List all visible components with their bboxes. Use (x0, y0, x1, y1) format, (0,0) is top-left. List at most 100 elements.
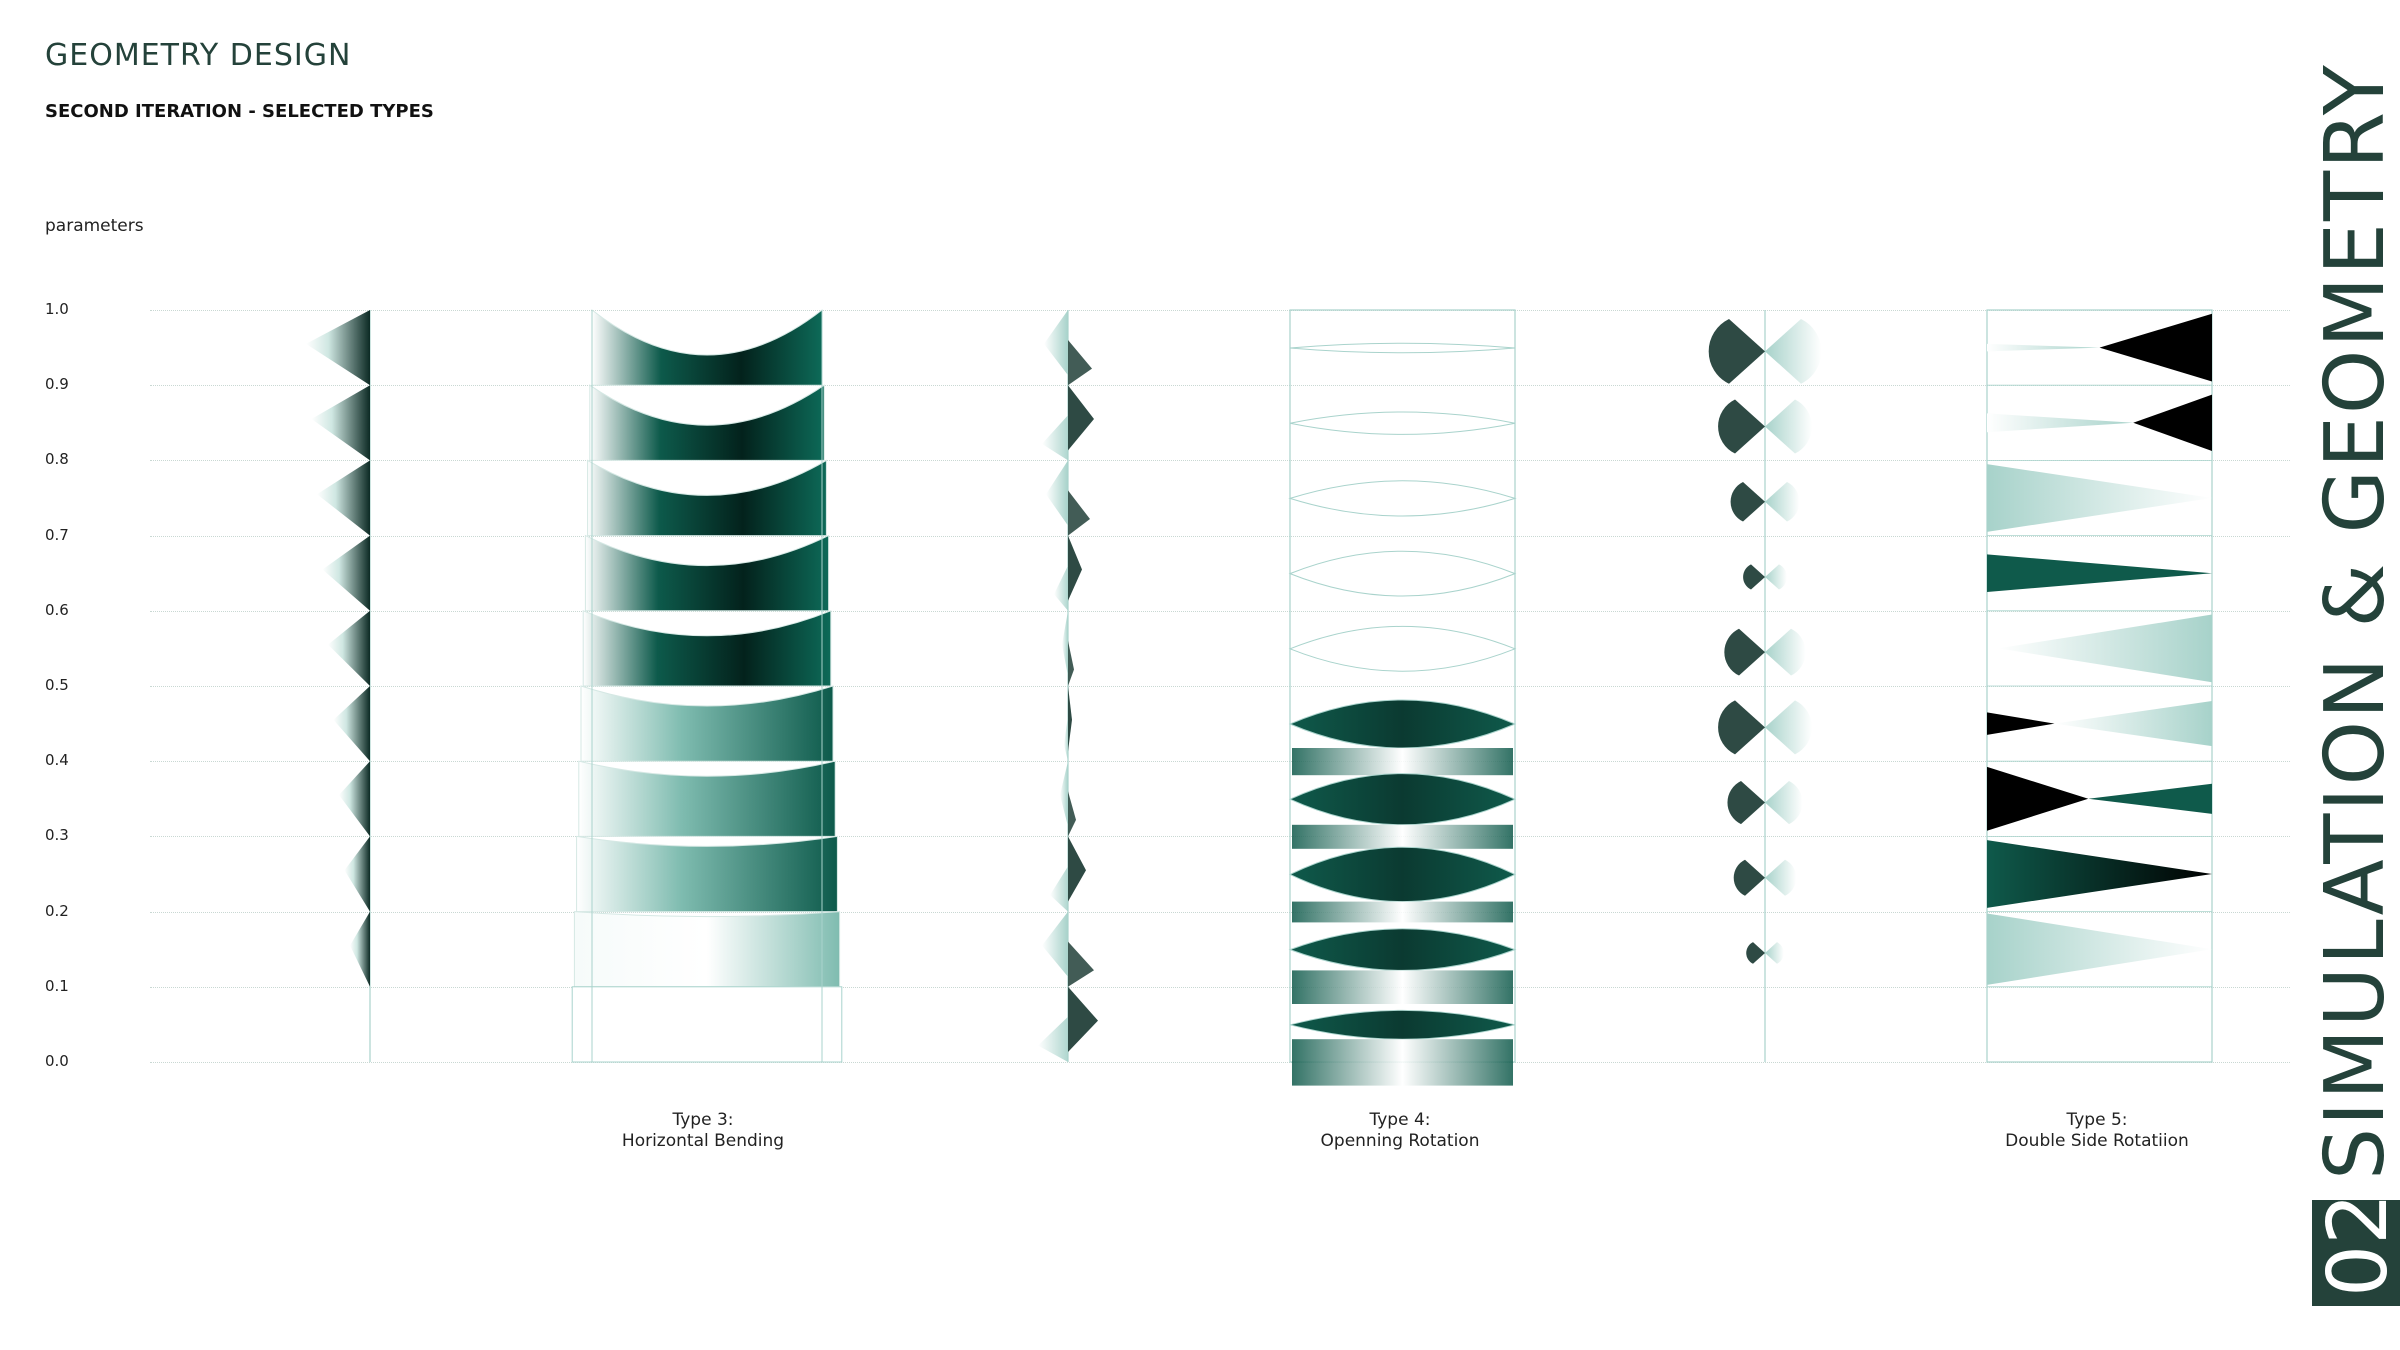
type3-profile-wedge (339, 761, 370, 837)
type3-profile-wedge (333, 686, 370, 762)
gridline (150, 686, 2290, 687)
type5-panel-left (1987, 464, 2212, 532)
type5-profile-fan (1765, 780, 1803, 825)
type5-profile-fan (1765, 859, 1797, 896)
type4-lens (1288, 480, 1517, 517)
type5-profile-fan (1727, 780, 1765, 825)
caption-type-4-number: Type 4: (1369, 1110, 1431, 1130)
type5-panel-left (1987, 554, 2212, 592)
caption-type-5-number: Type 5: (2066, 1110, 2128, 1130)
y-tick-label: 0.9 (45, 375, 69, 394)
type5-panel-left (1987, 343, 2100, 352)
type3-bending-panel (580, 685, 834, 762)
type4-profile-wedge (1038, 1016, 1068, 1062)
type4-profile-wedge (1068, 340, 1092, 386)
y-tick-label: 0.2 (45, 901, 69, 920)
y-tick-label: 0.4 (45, 751, 69, 770)
type5-profile-fan (1724, 628, 1765, 676)
page-subtitle: SECOND ITERATION - SELECTED TYPES (45, 101, 434, 122)
type5-profile-fan (1708, 318, 1765, 384)
type5-profile-fan (1765, 399, 1812, 454)
type3-bending-panel (576, 835, 838, 913)
type4-panel-fill (1292, 901, 1513, 923)
type4-profile-wedge (1064, 716, 1068, 762)
type5-profile-fan (1746, 942, 1765, 964)
type4-profile-wedge (1062, 610, 1068, 676)
type5-panel-left (1987, 766, 2089, 831)
type4-profile-wedge (1068, 535, 1082, 601)
type4-profile-wedge (1050, 866, 1068, 912)
section-number-box (2312, 1200, 2400, 1306)
type3-bending-panel (584, 534, 830, 612)
type4-lens (1288, 846, 1517, 903)
type4-lens (1289, 1009, 1516, 1040)
gridline (150, 986, 2290, 988)
type4-panel-fill (1292, 1039, 1513, 1086)
type4-profile-wedge (1068, 686, 1072, 752)
type3-bending-panel (589, 384, 825, 461)
gridline (150, 836, 2290, 838)
type3-profile-wedge (322, 535, 370, 611)
type4-profile-wedge (1042, 911, 1068, 977)
type3-profile-wedge (317, 460, 370, 536)
y-tick-label: 0.1 (45, 976, 69, 995)
y-tick-label: 0.0 (45, 1052, 69, 1070)
type5-panel-left (1987, 413, 2134, 433)
type5-panel-right (2054, 701, 2212, 747)
caption-type-4: Type 4: Openning Rotation (1250, 1110, 1550, 1152)
type5-profile-fan (1743, 564, 1765, 590)
type4-lens (1289, 411, 1516, 435)
type5-panel-left (1987, 840, 2212, 908)
type4-profile-wedge (1068, 791, 1076, 837)
y-tick-label: 0.5 (45, 676, 69, 694)
type5-panel-right (2133, 394, 2212, 451)
type4-profile-wedge (1044, 310, 1068, 376)
type3-bending-panel (578, 760, 836, 837)
section-number: 02 (2311, 1192, 2400, 1297)
y-tick-label: 1.0 (45, 300, 69, 318)
y-tick-label: 0.6 (45, 600, 69, 619)
gridline (150, 610, 2290, 612)
type4-lens (1288, 773, 1517, 826)
caption-type-3-number: Type 3: (672, 1110, 734, 1130)
type4-lens (1288, 625, 1517, 672)
type5-profile-fan (1765, 628, 1806, 676)
type3-bending-panel (591, 308, 823, 386)
type5-profile-fan (1733, 859, 1765, 896)
page-title: GEOMETRY DESIGN (45, 38, 352, 73)
y-tick-label: 0.8 (45, 450, 69, 469)
type3-profile-wedge (328, 610, 370, 686)
type4-profile-wedge (1068, 986, 1098, 1052)
type4-profile-wedge (1046, 460, 1068, 526)
type3-profile-wedge (311, 385, 370, 461)
caption-type-3-name: Horizontal Bending (621, 1131, 785, 1151)
type4-lens (1288, 550, 1517, 597)
gridline (150, 535, 2290, 537)
caption-type-4-name: Openning Rotation (1320, 1131, 1480, 1151)
type5-profile-fan (1730, 481, 1765, 522)
type5-panel-right (2099, 313, 2212, 382)
type5-profile-fan (1718, 399, 1765, 454)
type5-profile-fan (1765, 942, 1784, 964)
type4-profile-wedge (1054, 565, 1068, 611)
gridline (150, 911, 2290, 913)
type4-panel-fill (1292, 824, 1513, 849)
gridline (150, 761, 2290, 763)
type4-profile-wedge (1068, 836, 1086, 902)
type5-profile-fan (1765, 481, 1800, 522)
type4-lens (1289, 342, 1516, 354)
type4-panel-fill (1292, 748, 1513, 776)
caption-type-5: Type 5: Double Side Rotatiion (1947, 1110, 2247, 1152)
type4-lens (1288, 699, 1517, 749)
y-tick-label: 0.7 (45, 525, 69, 544)
type5-profile-fan (1765, 318, 1822, 384)
type3-bending-panel (573, 911, 841, 988)
type3-profile-wedge (350, 911, 370, 987)
type3-bending-panel (582, 610, 832, 687)
type3-profile-wedge (344, 836, 370, 912)
gridline (150, 460, 2290, 462)
type4-profile-wedge (1068, 490, 1090, 536)
type5-panel-right (1998, 614, 2212, 683)
type4-profile-wedge (1068, 640, 1074, 686)
type3-bending-panel (571, 986, 843, 1063)
